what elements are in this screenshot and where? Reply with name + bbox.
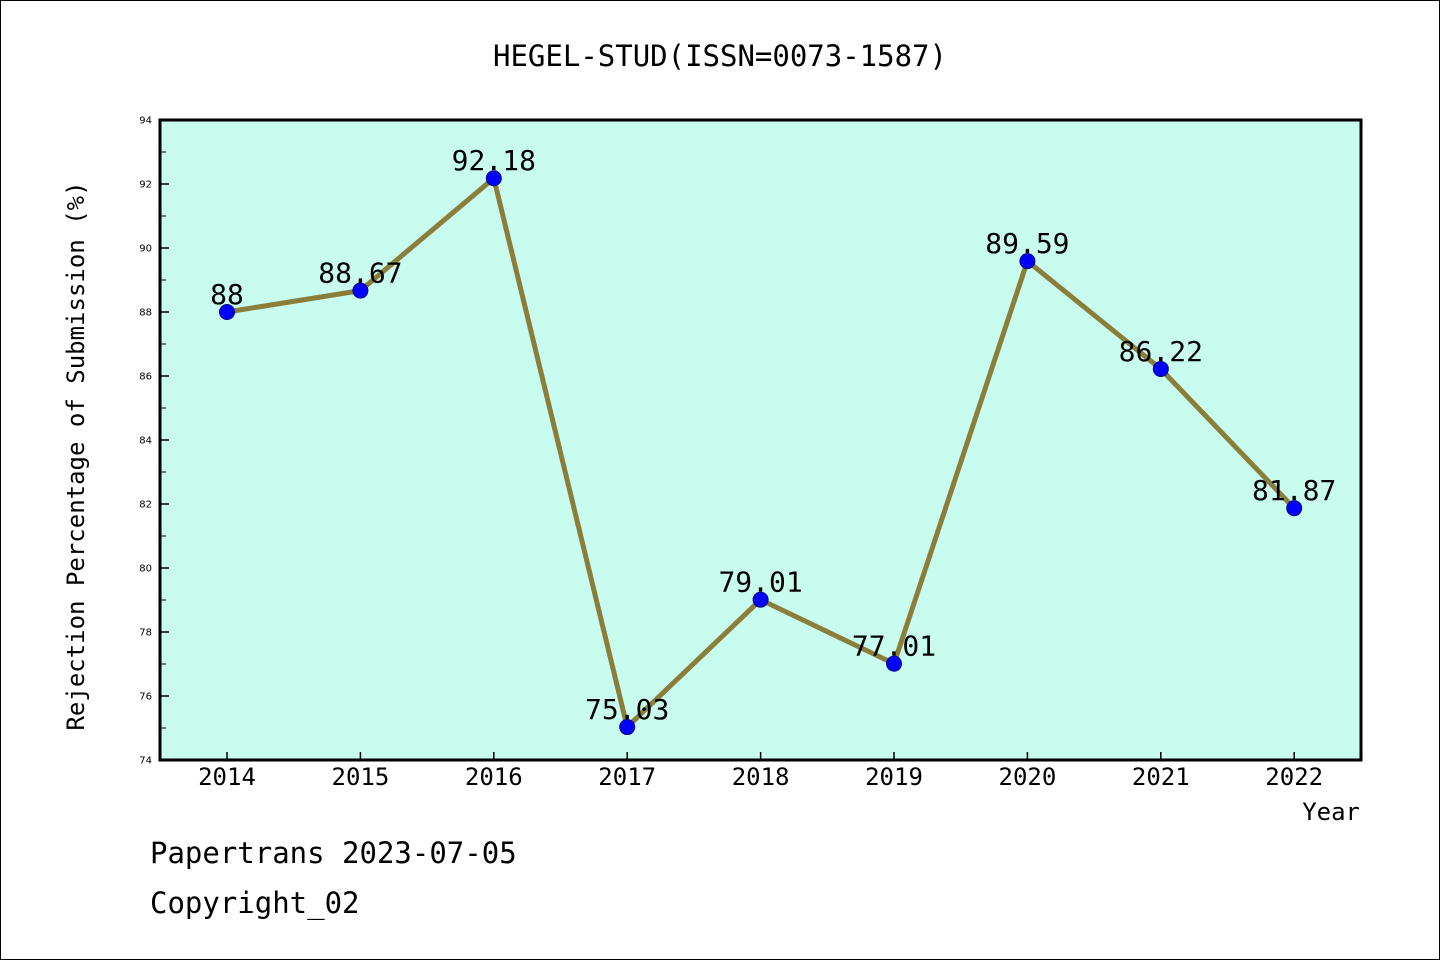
data-labels: 88 88.67 92.18 75.03 79.01 77.01 89.59 86.22 81.…	[210, 144, 1336, 726]
footer-date: Papertrans 2023-07-05	[150, 836, 517, 870]
data-label: 77.01	[852, 630, 936, 663]
y-tick-label: 86	[139, 372, 152, 383]
x-tick-label: 2019	[865, 763, 923, 791]
data-label: 86.22	[1119, 335, 1203, 368]
data-label: 75.03	[585, 693, 669, 726]
x-tick-label: 2022	[1265, 763, 1323, 791]
data-point	[352, 282, 369, 299]
data-label: 81.87	[1252, 474, 1336, 507]
x-tick-label: 2016	[465, 763, 523, 791]
y-axis-label: Rejection Percentage of Submission (%)	[62, 181, 90, 730]
y-tick-label: 90	[139, 244, 152, 255]
x-tick-label: 2021	[1132, 763, 1190, 791]
data-point	[619, 719, 636, 736]
data-label: 79.01	[718, 566, 802, 599]
data-point	[485, 170, 502, 187]
x-axis-ticks: 2014 2015 2016 2017 2018 2019 2020 2021 2022	[198, 752, 1323, 791]
data-label: 88	[210, 278, 244, 311]
y-tick-label: 84	[139, 436, 152, 447]
data-point	[886, 655, 902, 672]
footer-copyright: Copyright_02	[150, 886, 360, 920]
y-tick-label: 80	[139, 564, 152, 575]
x-tick-label: 2020	[999, 763, 1057, 791]
x-tick-label: 2014	[198, 763, 256, 791]
data-point	[752, 591, 769, 608]
x-tick-label: 2017	[598, 763, 656, 791]
y-tick-label: 88	[139, 308, 152, 319]
data-point	[219, 304, 235, 320]
y-tick-label: 92	[139, 180, 152, 191]
plot-area	[158, 118, 1363, 762]
data-point	[1152, 360, 1169, 377]
data-label: 89.59	[985, 227, 1069, 260]
chart-title: HEGEL-STUD(ISSN=0073-1587)	[493, 39, 947, 73]
data-label: 88.67	[318, 257, 402, 290]
y-axis-ticks: 74 76 78 80 82 84 86 88 90 92 94	[139, 116, 169, 767]
y-tick-label: 74	[139, 756, 152, 767]
y-tick-label: 82	[139, 500, 152, 511]
x-tick-label: 2018	[732, 763, 790, 791]
y-tick-label: 76	[139, 692, 152, 703]
data-label: 92.18	[452, 144, 536, 177]
x-axis-label: Year	[1302, 798, 1360, 826]
data-point	[1286, 500, 1303, 517]
data-point	[1019, 253, 1036, 270]
x-tick-label: 2015	[332, 763, 390, 791]
y-tick-label: 94	[139, 116, 152, 127]
y-tick-label: 78	[139, 628, 152, 639]
data-markers	[219, 170, 1303, 736]
